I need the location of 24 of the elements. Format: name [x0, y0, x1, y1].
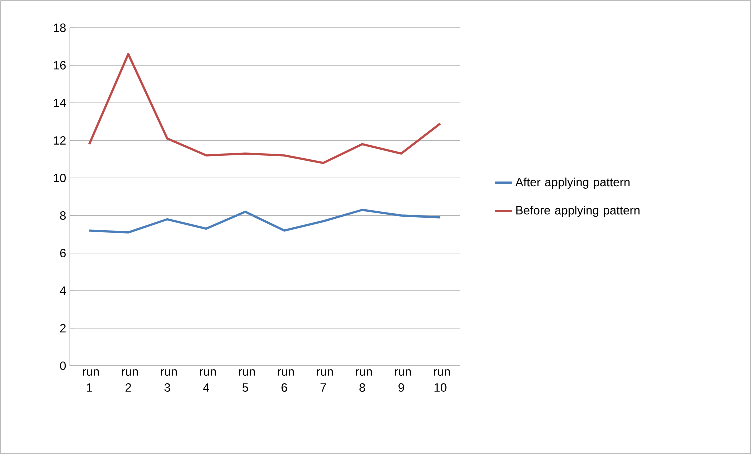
- x-tick-label: run 6: [278, 370, 294, 392]
- legend-label: Before applying pattern: [516, 206, 640, 218]
- y-tick-label: 0: [60, 362, 66, 370]
- x-tick-label: run 9: [395, 370, 412, 392]
- x-tick-label: run 4: [200, 370, 216, 392]
- y-tick-label: 14: [54, 98, 66, 108]
- x-tick-label: run 2: [122, 370, 138, 392]
- x-tick-label: run 7: [317, 370, 334, 392]
- y-tick-label: 4: [60, 286, 66, 295]
- x-tick-label: run 10: [434, 370, 450, 392]
- y-tick-label: 8: [60, 212, 66, 220]
- y-tick-label: 16: [54, 61, 66, 70]
- x-tick-label: run 3: [161, 370, 178, 392]
- y-tick-label: 2: [60, 324, 66, 333]
- line-series: [88, 53, 442, 164]
- line-series: [88, 209, 442, 234]
- y-tick-label: 10: [54, 174, 66, 182]
- y-tick-label: 12: [54, 136, 66, 145]
- x-tick-label: run 1: [83, 370, 100, 392]
- legend-label: After applying pattern: [516, 178, 630, 189]
- y-tick-label: 18: [54, 24, 66, 32]
- x-tick-label: run 5: [239, 370, 256, 392]
- x-tick-label: run 8: [356, 370, 372, 392]
- y-tick-label: 6: [60, 249, 66, 258]
